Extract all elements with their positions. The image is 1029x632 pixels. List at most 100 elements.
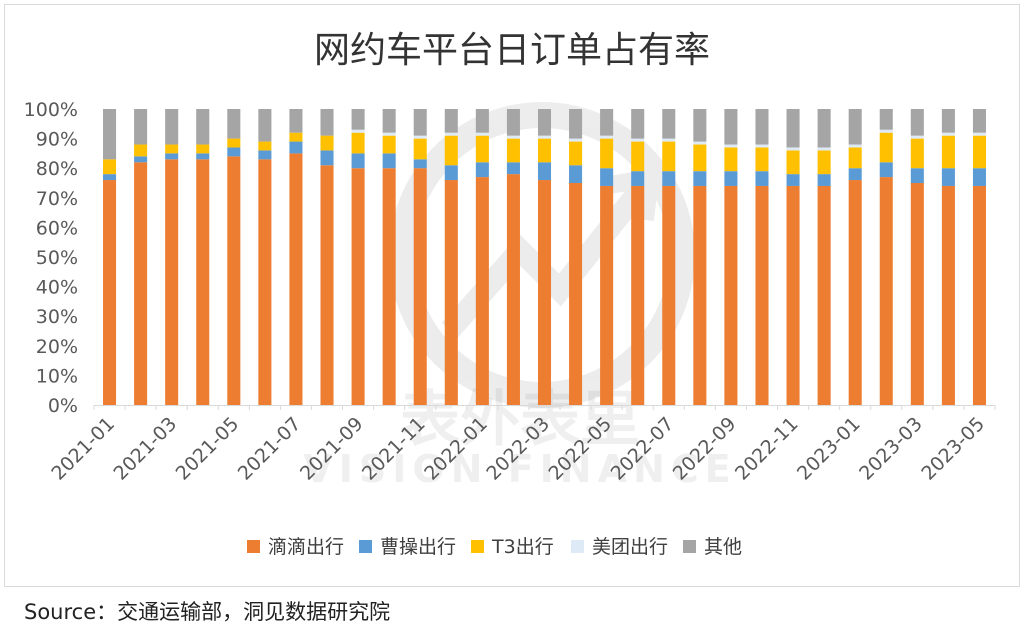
bar-segment — [351, 109, 365, 130]
bar-segment — [103, 159, 117, 175]
bar-segment — [817, 147, 831, 151]
x-tick-label: 2023-05 — [917, 413, 989, 485]
bar-segment — [755, 185, 769, 405]
x-tick-label: 2021-03 — [110, 413, 182, 485]
bar-segment — [972, 185, 986, 405]
bar-segment — [693, 171, 707, 186]
bar-segment — [475, 177, 489, 405]
y-tick-label: 90% — [36, 129, 78, 151]
bar-segment — [475, 132, 489, 136]
bar-segment — [910, 183, 924, 405]
bar-segment — [662, 185, 676, 405]
bar-segment — [755, 144, 769, 148]
bar-segment — [537, 180, 552, 405]
bar-segment — [693, 141, 707, 145]
bar-segment — [600, 168, 614, 186]
legend: 滴滴出行 曹操出行 T3出行 美团出行 其他 — [247, 536, 742, 558]
y-tick-label: 40% — [36, 277, 78, 299]
bar-segment — [444, 165, 458, 181]
bar-segment — [320, 150, 334, 166]
watermark-cn: 表外表里 — [400, 385, 640, 455]
bar-segment — [413, 109, 427, 136]
bar-segment — [910, 138, 924, 169]
bar-segment — [506, 162, 520, 175]
bar-segment — [351, 153, 365, 169]
bar-segment — [320, 109, 334, 136]
bar-segment — [569, 138, 583, 142]
bar-segment — [724, 144, 738, 148]
bar-segment — [817, 185, 831, 405]
y-tick-label: 20% — [36, 336, 78, 358]
bar-segment — [134, 144, 148, 157]
bar-segment — [475, 109, 489, 133]
bar-segment — [134, 156, 148, 163]
bar-segment — [631, 141, 645, 172]
bar-segment — [196, 109, 210, 145]
bar-segment — [600, 138, 614, 169]
bar-segment — [848, 144, 862, 148]
bar-segment — [662, 138, 676, 142]
bar-segment — [258, 141, 272, 151]
bar-segment — [786, 150, 800, 175]
bar-segment — [227, 138, 241, 148]
bar-segment — [848, 180, 862, 405]
bar-segment — [444, 132, 458, 136]
bar-segment — [103, 180, 117, 405]
bar-segment — [941, 168, 955, 186]
bar-segment — [320, 135, 334, 151]
bar-segment — [910, 135, 924, 139]
y-tick-label: 10% — [36, 365, 78, 387]
bar-segment — [134, 162, 148, 405]
bar-segment — [351, 168, 365, 405]
y-tick-label: 60% — [36, 217, 78, 239]
bar-segment — [786, 147, 800, 151]
bar-segment — [724, 185, 738, 405]
bar-segment — [972, 168, 986, 186]
bar-segment — [413, 138, 427, 160]
bar-segment — [289, 132, 303, 142]
bar-segment — [134, 109, 148, 145]
bar-segment — [755, 147, 769, 172]
legend-label: 滴滴出行 — [268, 536, 344, 558]
bar-segment — [786, 109, 800, 148]
bar-segment — [972, 135, 986, 169]
bar-segment — [879, 132, 893, 163]
bar-segment — [258, 150, 272, 160]
legend-label: 曹操出行 — [380, 536, 456, 558]
bar-segment — [724, 171, 738, 186]
bar-segment — [382, 132, 396, 136]
bars-layer — [103, 109, 986, 405]
bar-segment — [569, 183, 583, 405]
bar-segment — [569, 165, 583, 183]
x-tick-label: 2022-11 — [731, 413, 803, 485]
bar-segment — [258, 109, 272, 142]
bar-segment — [196, 159, 210, 405]
bar-segment — [724, 147, 738, 172]
bar-segment — [413, 135, 427, 139]
bar-segment — [755, 109, 769, 145]
bar-segment — [475, 135, 489, 163]
bar-segment — [600, 109, 614, 136]
bar-segment — [662, 141, 676, 172]
legend-swatch — [359, 540, 372, 553]
bar-segment — [910, 109, 924, 136]
bar-segment — [786, 174, 800, 186]
bar-segment — [631, 185, 645, 405]
bar-segment — [786, 185, 800, 405]
bar-segment — [444, 135, 458, 166]
bar-segment — [724, 109, 738, 145]
bar-segment — [693, 109, 707, 142]
bar-segment — [848, 109, 862, 145]
bar-segment — [320, 165, 334, 405]
bar-segment — [662, 109, 676, 139]
bar-segment — [879, 129, 893, 133]
bar-segment — [941, 135, 955, 169]
x-tick-label: 2023-01 — [793, 413, 865, 485]
bar-segment — [289, 153, 303, 405]
bar-segment — [600, 135, 614, 139]
bar-segment — [879, 162, 893, 178]
bar-segment — [972, 109, 986, 133]
bar-segment — [413, 159, 427, 169]
bar-segment — [103, 109, 117, 160]
legend-swatch — [571, 540, 584, 553]
